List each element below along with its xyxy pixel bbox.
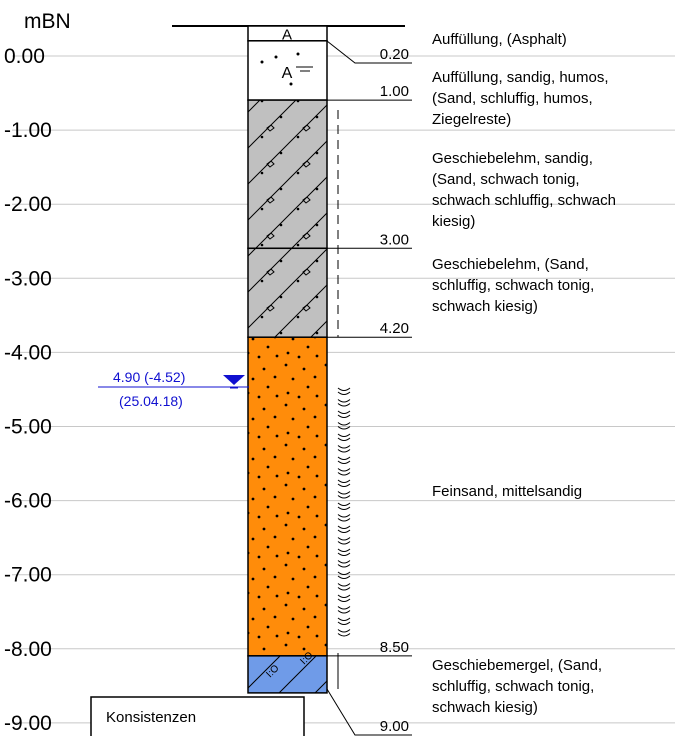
layer-description-line: Geschiebemergel, (Sand, <box>432 657 602 674</box>
layer-description-line: Geschiebelehm, (Sand, <box>432 256 589 273</box>
wetness-mark <box>337 433 351 441</box>
layer-description-line: schwach kiesig) <box>432 699 538 716</box>
fill-dot <box>289 82 293 86</box>
wetness-mark <box>337 479 351 487</box>
wetness-mark <box>337 387 351 395</box>
wetness-mark <box>337 514 351 522</box>
wetness-mark <box>337 502 351 510</box>
elevation-tick-label: -9.00 <box>4 712 52 735</box>
wetness-mark <box>337 445 351 453</box>
wetness-mark <box>337 537 351 545</box>
elevation-gridlines <box>12 55 675 724</box>
wetness-mark <box>337 410 351 418</box>
wetness-mark <box>337 571 351 579</box>
wetness-mark <box>337 583 351 591</box>
depth-label: 3.00 <box>380 231 409 248</box>
layer-description-line: schluffig, schwach tonig, <box>432 277 594 294</box>
elevation-tick-label: -4.00 <box>4 341 52 364</box>
elevation-tick-label: -6.00 <box>4 490 52 513</box>
layer-description-line: Auffüllung, (Asphalt) <box>432 31 567 48</box>
elevation-tick-label: -3.00 <box>4 267 52 290</box>
unit-label: mBN <box>24 10 71 33</box>
wetness-mark <box>337 560 351 568</box>
wetness-mark <box>337 617 351 625</box>
layer-description-line: (Sand, schluffig, humos, <box>432 90 593 107</box>
elevation-axis: 0.00 -1.00 -2.00 -3.00 -4.00 -5.00 -6.00 -7.00 -… <box>4 45 52 735</box>
elevation-tick-label: -5.00 <box>4 416 52 439</box>
wetness-mark <box>337 525 351 533</box>
fill-symbol: A <box>282 65 293 82</box>
layer-marl <box>247 655 328 694</box>
elevation-tick-label: -8.00 <box>4 638 52 661</box>
borehole-column: AAI:OI:O <box>247 25 328 694</box>
elevation-tick-label: -1.00 <box>4 119 52 142</box>
fill-dot <box>296 52 300 56</box>
wetness-mark <box>337 594 351 602</box>
wetness-mark <box>337 468 351 476</box>
layer-description-line: schwach schluffig, schwach <box>432 192 616 209</box>
layer-till <box>247 99 328 250</box>
depth-label: 4.20 <box>380 320 409 337</box>
depth-label: 0.20 <box>380 46 409 63</box>
layer-description-line: Feinsand, mittelsandig <box>432 483 582 500</box>
legend-box-title: Konsistenzen <box>106 709 196 726</box>
layer-description-line: Ziegelreste) <box>432 111 511 128</box>
depth-label: 8.50 <box>380 639 409 656</box>
layer-description-line: Geschiebelehm, sandig, <box>432 150 593 167</box>
wetness-mark <box>337 548 351 556</box>
asphalt-symbol: A <box>282 26 292 43</box>
elevation-tick-label: -7.00 <box>4 564 52 587</box>
fill-dot <box>260 60 264 64</box>
wetness-mark <box>337 606 351 614</box>
elevation-tick-label: -2.00 <box>4 193 52 216</box>
layer-fill <box>247 40 328 101</box>
groundwater-marker: 4.90 (-4.52) (25.04.18) <box>98 369 249 409</box>
wetness-symbols <box>337 387 351 637</box>
groundwater-depth-text: 4.90 (-4.52) <box>113 369 185 385</box>
layer-descriptions: Auffüllung, (Asphalt) Auffüllung, sandig,… <box>432 31 616 716</box>
depth-label: 9.00 <box>380 718 409 735</box>
wetness-mark <box>337 456 351 464</box>
layer-till <box>247 247 328 338</box>
layer-sand <box>247 336 328 657</box>
elevation-tick-label: 0.00 <box>4 45 45 68</box>
depth-markers: 0.20 1.00 3.00 4.20 8.50 9.00 <box>326 40 412 736</box>
wetness-mark <box>337 491 351 499</box>
wetness-mark <box>337 399 351 407</box>
wetness-mark <box>337 422 351 430</box>
layer-description-line: (Sand, schwach tonig, <box>432 171 580 188</box>
layer-description-line: kiesig) <box>432 213 475 230</box>
wetness-mark <box>337 629 351 637</box>
layer-description-line: schwach kiesig) <box>432 298 538 315</box>
legend-box <box>90 696 305 736</box>
depth-leader-line <box>326 688 412 736</box>
layer-description-line: Auffüllung, sandig, humos, <box>432 69 609 86</box>
fill-dot <box>274 55 278 59</box>
depth-leader-line <box>326 40 412 64</box>
depth-label: 1.00 <box>380 83 409 100</box>
groundwater-triangle-icon <box>223 375 245 385</box>
groundwater-date-text: (25.04.18) <box>119 393 183 409</box>
layer-description-line: schluffig, schwach tonig, <box>432 678 594 695</box>
